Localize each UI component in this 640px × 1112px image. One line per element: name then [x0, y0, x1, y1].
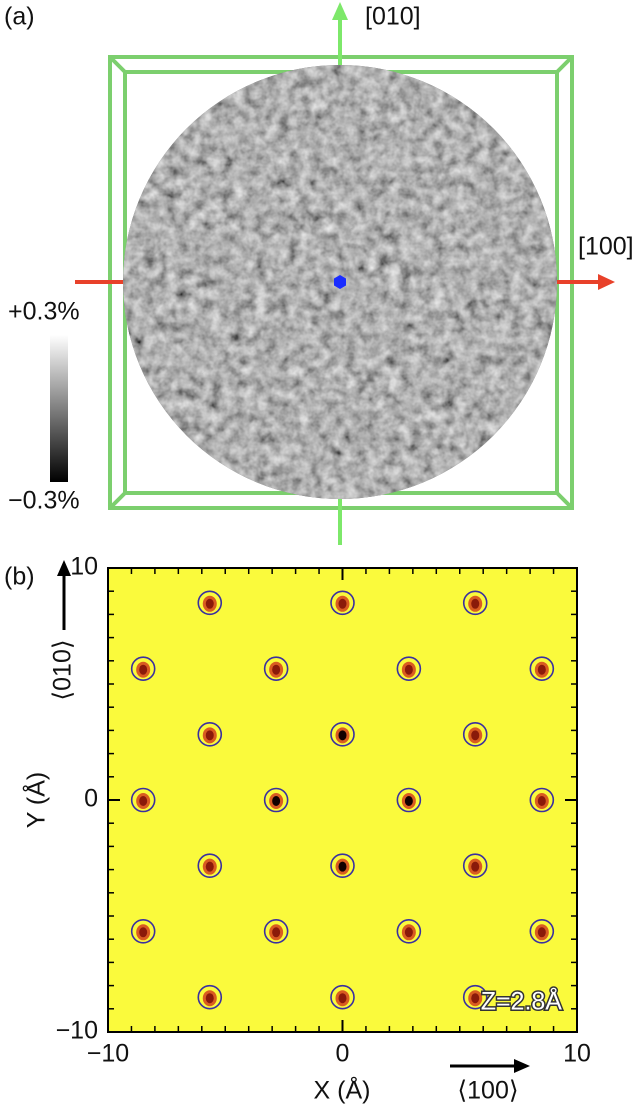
atom-marker	[130, 787, 156, 813]
intensity-core	[205, 993, 214, 1004]
axis-label-100: [100]	[578, 233, 634, 261]
intensity-core	[139, 796, 148, 806]
intensity-core	[338, 598, 347, 609]
plot-background	[108, 568, 577, 1032]
intensity-core	[139, 664, 148, 675]
intensity-core	[471, 598, 480, 609]
x-tick-label: 0	[336, 1040, 350, 1068]
intensity-core	[537, 927, 546, 938]
intensity-core	[471, 730, 480, 741]
direction-label-y: ⟨010⟩	[49, 639, 77, 700]
panel-label: (b)	[4, 563, 35, 591]
atom-marker	[197, 722, 223, 747]
intensity-core	[338, 861, 347, 872]
panel-label: (a)	[4, 3, 35, 31]
atom-marker	[529, 656, 555, 681]
intensity-core	[471, 861, 480, 872]
colorbar	[50, 335, 68, 482]
atom-marker	[330, 722, 355, 747]
center-marker	[334, 275, 346, 289]
z-annotation: Z=2.8Å	[481, 986, 563, 1016]
direction-label-x: ⟨100⟩	[457, 1077, 518, 1105]
axis-label-010: [010]	[365, 3, 421, 31]
intensity-core	[404, 796, 413, 806]
atom-marker	[396, 787, 422, 813]
intensity-core	[338, 730, 347, 741]
atom-marker	[197, 853, 223, 878]
atom-marker	[197, 984, 223, 1010]
atom-marker	[396, 919, 422, 944]
atom-marker	[130, 919, 156, 944]
x-tick-label: 10	[563, 1040, 591, 1068]
atom-marker	[462, 853, 488, 878]
x-tick-label: −10	[87, 1040, 129, 1068]
atom-marker	[263, 919, 289, 944]
atom-marker	[130, 656, 156, 681]
intensity-core	[537, 664, 546, 675]
intensity-core	[205, 598, 214, 609]
atom-marker	[529, 787, 555, 813]
colorbar-min: −0.3%	[8, 487, 80, 515]
intensity-core	[272, 927, 281, 938]
y-tick-label: −10	[56, 1017, 98, 1045]
intensity-core	[471, 993, 480, 1004]
atom-marker	[263, 656, 289, 681]
intensity-core	[272, 664, 281, 675]
y-tick-label: 0	[84, 785, 98, 813]
intensity-core	[338, 993, 347, 1004]
atom-marker	[330, 984, 355, 1010]
atom-marker	[197, 590, 223, 616]
y-axis-label: Y (Å)	[21, 772, 51, 829]
intensity-core	[205, 730, 214, 741]
colorbar-max: +0.3%	[8, 298, 80, 326]
y-tick-label: 10	[70, 553, 98, 581]
atom-marker	[462, 590, 488, 616]
atom-marker	[330, 590, 355, 616]
atom-marker	[462, 722, 488, 747]
intensity-core	[404, 664, 413, 675]
plot-area	[130, 590, 555, 1010]
direction-arrows	[57, 560, 530, 1073]
intensity-core	[139, 927, 148, 938]
atom-marker	[529, 919, 555, 944]
intensity-core	[205, 861, 214, 872]
atom-marker	[396, 656, 422, 681]
intensity-core	[272, 796, 281, 806]
atom-marker	[462, 984, 488, 1010]
x-axis-label: X (Å)	[314, 1075, 371, 1105]
intensity-core	[404, 927, 413, 938]
atom-marker	[263, 787, 289, 813]
atom-marker	[330, 853, 355, 878]
intensity-core	[537, 796, 546, 806]
